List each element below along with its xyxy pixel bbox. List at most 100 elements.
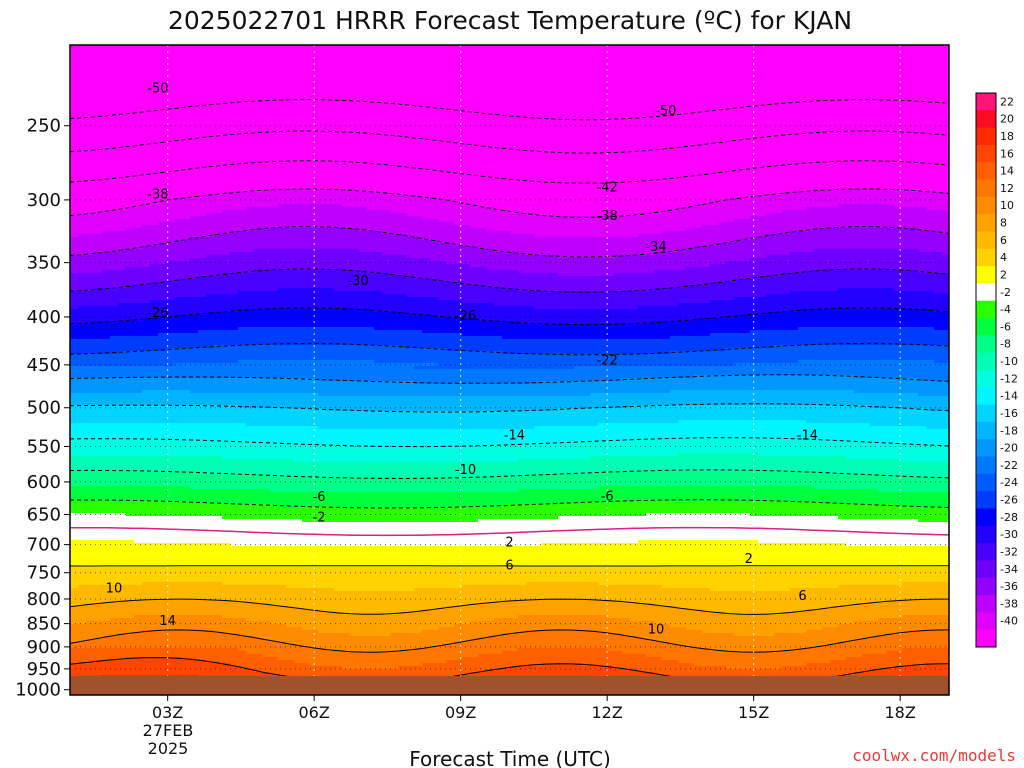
- field-cell: [486, 54, 495, 58]
- field-cell: [118, 66, 127, 70]
- field-cell: [118, 102, 127, 106]
- field-cell: [830, 63, 839, 67]
- field-cell: [278, 69, 287, 73]
- field-cell: [582, 123, 591, 127]
- field-cell: [558, 105, 567, 109]
- field-cell: [918, 153, 927, 157]
- field-cell: [502, 87, 511, 91]
- field-cell: [758, 105, 767, 109]
- field-cell: [470, 51, 479, 55]
- field-cell: [126, 126, 135, 130]
- field-cell: [382, 96, 391, 100]
- field-cell: [542, 96, 551, 100]
- field-cell: [494, 132, 503, 136]
- field-cell: [638, 141, 647, 145]
- field-cell: [654, 108, 663, 112]
- field-cell: [670, 135, 679, 139]
- field-cell: [494, 78, 503, 82]
- field-cell: [190, 102, 199, 106]
- field-cell: [214, 90, 223, 94]
- field-cell: [550, 132, 559, 136]
- field-cell: [334, 87, 343, 91]
- field-cell: [382, 153, 391, 157]
- field-cell: [70, 84, 79, 88]
- field-cell: [782, 63, 791, 67]
- field-cell: [758, 108, 767, 112]
- field-cell: [150, 138, 159, 142]
- field-cell: [126, 45, 135, 49]
- field-cell: [438, 108, 447, 112]
- field-cell: [254, 81, 263, 85]
- field-cell: [398, 87, 407, 91]
- field-cell: [790, 51, 799, 55]
- field-cell: [262, 60, 271, 64]
- field-cell: [302, 60, 311, 64]
- field-cell: [942, 132, 949, 136]
- field-cell: [582, 87, 591, 91]
- field-cell: [734, 111, 743, 115]
- field-cell: [398, 51, 407, 55]
- field-cell: [590, 51, 599, 55]
- field-cell: [318, 150, 327, 154]
- field-cell: [382, 51, 391, 55]
- field-cell: [574, 72, 583, 76]
- field-cell: [110, 45, 119, 49]
- field-cell: [190, 57, 199, 61]
- field-cell: [750, 87, 759, 91]
- field-cell: [902, 84, 911, 88]
- field-cell: [718, 123, 727, 127]
- field-cell: [182, 105, 191, 109]
- field-cell: [638, 156, 647, 160]
- field-cell: [742, 87, 751, 91]
- field-cell: [638, 93, 647, 97]
- field-cell: [198, 156, 207, 160]
- field-cell: [278, 51, 287, 55]
- field-cell: [342, 99, 351, 103]
- field-cell: [110, 102, 119, 106]
- field-cell: [150, 45, 159, 49]
- field-cell: [478, 138, 487, 142]
- field-cell: [702, 93, 711, 97]
- field-cell: [174, 51, 183, 55]
- field-cell: [686, 93, 695, 97]
- field-cell: [110, 63, 119, 67]
- field-cell: [774, 114, 783, 118]
- field-cell: [278, 156, 287, 160]
- field-cell: [894, 90, 903, 94]
- field-cell: [766, 78, 775, 82]
- field-cell: [118, 153, 127, 157]
- field-cell: [518, 72, 527, 76]
- field-cell: [510, 150, 519, 154]
- field-cell: [726, 120, 735, 124]
- field-cell: [822, 153, 831, 157]
- field-cell: [774, 57, 783, 61]
- field-cell: [350, 117, 359, 121]
- field-cell: [238, 96, 247, 100]
- field-cell: [758, 120, 767, 124]
- field-cell: [270, 54, 279, 58]
- field-cell: [366, 69, 375, 73]
- field-cell: [470, 153, 479, 157]
- field-cell: [222, 150, 231, 154]
- field-cell: [334, 123, 343, 127]
- field-cell: [766, 75, 775, 79]
- field-cell: [78, 69, 87, 73]
- field-cell: [142, 45, 151, 49]
- field-cell: [438, 63, 447, 67]
- field-cell: [774, 135, 783, 139]
- field-cell: [822, 51, 831, 55]
- field-cell: [686, 45, 695, 49]
- field-cell: [862, 126, 871, 130]
- field-cell: [686, 108, 695, 112]
- field-cell: [782, 153, 791, 157]
- field-cell: [502, 54, 511, 58]
- field-cell: [318, 81, 327, 85]
- field-cell: [350, 69, 359, 73]
- field-cell: [238, 87, 247, 91]
- field-cell: [430, 144, 439, 148]
- field-cell: [262, 66, 271, 70]
- field-cell: [438, 129, 447, 133]
- field-cell: [302, 57, 311, 61]
- field-cell: [838, 141, 847, 145]
- field-cell: [126, 57, 135, 61]
